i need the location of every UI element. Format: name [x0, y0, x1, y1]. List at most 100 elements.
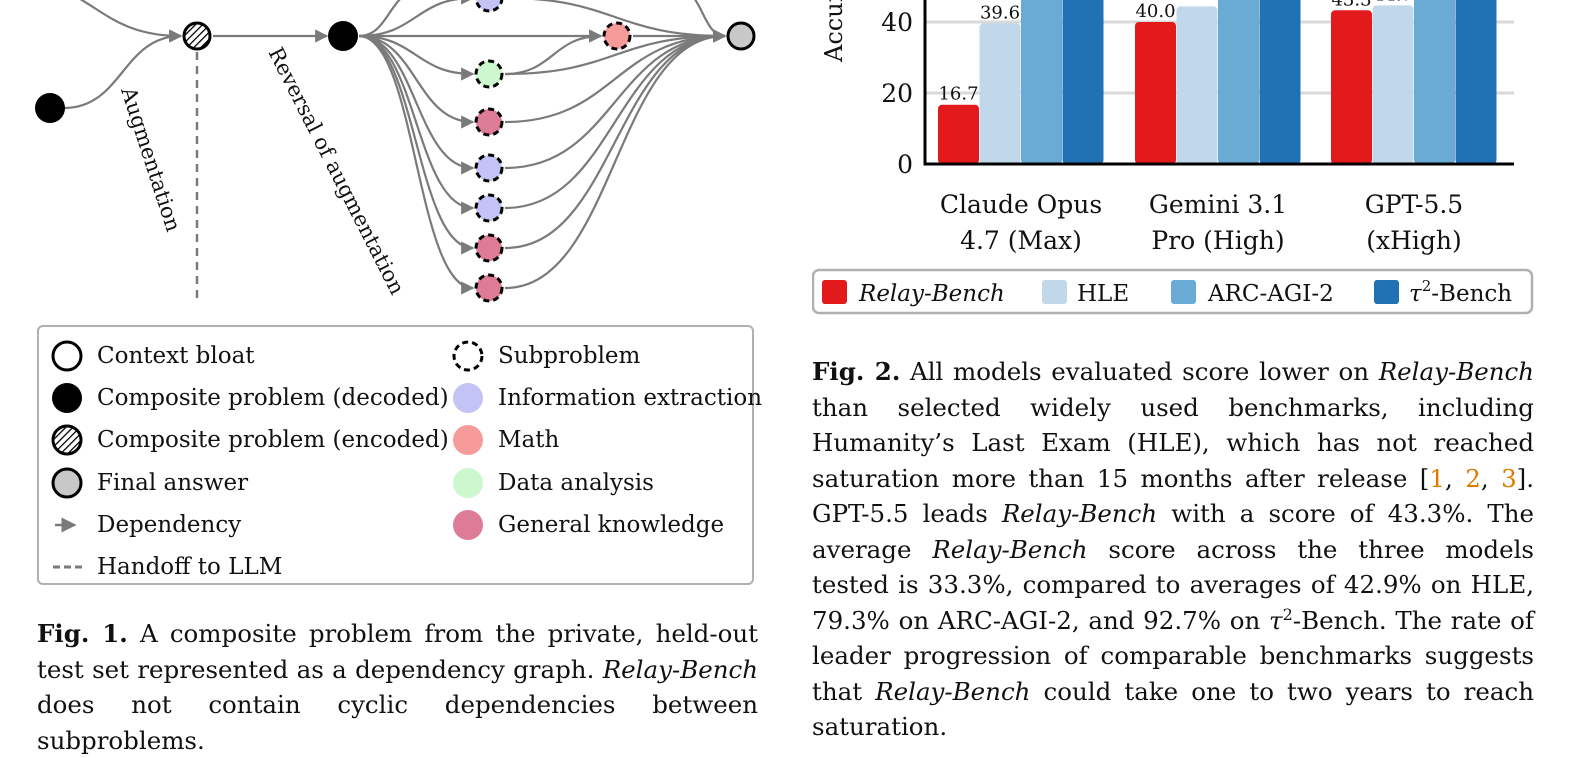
- bar: [1218, 0, 1259, 164]
- y-tick-label: 40: [881, 8, 913, 37]
- legend-label: Math: [498, 427, 560, 453]
- caption-text: ]. GPT-5.5 leads: [812, 463, 1535, 529]
- legend-label: Handoff to LLM: [97, 554, 283, 580]
- figure2-caption-label: Fig. 2.: [812, 357, 901, 386]
- bar: [1176, 6, 1218, 164]
- math-subproblem-node: [602, 21, 632, 51]
- legend-label: Relay-Bench: [858, 281, 1005, 307]
- chart-legend-item-hle: HLE: [1042, 280, 1129, 307]
- composite-encoded-node: [182, 21, 212, 51]
- chart-labels: 0 20 40 16.7 39.6 40.0 43.344.7 Claude Opus 4.7 …: [881, 0, 1463, 255]
- dependency-edge: [504, 29, 727, 124]
- subproblem-node: [474, 59, 504, 89]
- subproblem-node: [474, 273, 504, 303]
- legend-label: ARC-AGI-2: [1207, 281, 1334, 307]
- caption-text: than selected widely used benchmarks, in…: [812, 392, 1534, 493]
- dependency-edge: [504, 29, 727, 290]
- caption-text: with a score of 43.3%. The average: [812, 499, 1535, 564]
- caption-benchmark-name: Relay-Bench: [932, 534, 1088, 564]
- caption-text: -Bench. The rate of leader progression o…: [812, 605, 1534, 706]
- legend-label: General knowledge: [498, 512, 725, 538]
- category-label: GPT-5.5: [1365, 190, 1463, 219]
- dependency-edge: [358, 34, 475, 295]
- dependency-edge: [694, 0, 726, 38]
- subproblem-node: [474, 233, 504, 263]
- figure1-legend: Context bloat Composite problem (decoded…: [37, 325, 762, 585]
- legend-label: Final answer: [97, 470, 249, 496]
- caption-text: does not contain cyclic dependencies bet…: [37, 690, 758, 755]
- gray-circle-icon: [51, 467, 83, 499]
- bar: [1414, 0, 1455, 164]
- data-label: 39.6: [980, 2, 1020, 23]
- dependency-edge: [358, 34, 475, 255]
- dashed-line-icon: [53, 565, 83, 569]
- black-circle-icon: [52, 383, 82, 413]
- dependency-edge: [358, 34, 475, 175]
- category-label: Gemini 3.1: [1149, 190, 1287, 219]
- salmon-dot-icon: [453, 425, 483, 455]
- chart-legend-item-arc: ARC-AGI-2: [1171, 280, 1334, 307]
- subproblem-node: [474, 153, 504, 183]
- citation-link[interactable]: 2: [1465, 463, 1481, 493]
- dependency-graph: Augmentation Reversal of augmentation: [35, 0, 756, 303]
- tau-symbol: τ: [1409, 281, 1423, 307]
- legend-item-dependency: Dependency: [49, 507, 241, 543]
- category-label: Claude Opus: [940, 190, 1102, 219]
- dependency-edge: [504, 29, 727, 76]
- caption-benchmark-name: Relay-Bench: [602, 654, 758, 684]
- lavender-dot-icon: [453, 383, 483, 413]
- dependency-edge: [531, 0, 727, 43]
- reversal-label: Reversal of augmentation: [264, 43, 410, 298]
- caption-benchmark-name: Relay-Bench: [1001, 499, 1158, 528]
- composite-decoded-node: [328, 21, 358, 51]
- y-axis-label: Accuracy: [820, 0, 848, 63]
- dependency-edge: [358, 34, 475, 129]
- legend-item-info-extraction: Information extraction: [450, 380, 762, 416]
- legend-item-final-answer: Final answer: [49, 465, 248, 501]
- chart-bars: [938, 0, 1497, 165]
- rose-dot-icon: [453, 510, 483, 540]
- citation-link[interactable]: 3: [1501, 463, 1517, 493]
- final-answer-node: [726, 21, 756, 51]
- tau-symbol: τ: [1269, 605, 1283, 635]
- bar: [1135, 22, 1176, 164]
- chart-axes: [923, 0, 1514, 166]
- figure1-caption-label: Fig. 1.: [37, 619, 128, 648]
- caption-benchmark-name: Relay-Bench: [875, 676, 1031, 706]
- legend-label: Dependency: [97, 512, 242, 538]
- figure2-caption: Fig. 2. All models evaluated score lower…: [812, 354, 1534, 745]
- caption-text: ,: [1480, 463, 1502, 493]
- dashed-circle-icon: [452, 340, 484, 372]
- bar: [1331, 10, 1372, 164]
- legend-label: HLE: [1077, 281, 1129, 307]
- data-label: 16.7: [938, 84, 978, 105]
- tau-superscript: 2: [1422, 277, 1432, 295]
- subproblem-node: [474, 0, 504, 13]
- bar: [1372, 5, 1414, 164]
- y-tick-label: 0: [897, 150, 913, 179]
- subproblem-node: [474, 193, 504, 223]
- tau-bench-text: -Bench: [1431, 281, 1512, 307]
- arc-swatch-icon: [1171, 280, 1196, 304]
- dependency-edge: [504, 29, 727, 210]
- caption-benchmark-name: Relay-Bench: [1378, 357, 1535, 386]
- dependency-edge: [504, 29, 727, 170]
- subproblem-node: [474, 107, 504, 137]
- augmentation-label: Augmentation: [116, 83, 186, 234]
- bar: [1259, 0, 1301, 164]
- tau-swatch-icon: [1374, 280, 1399, 304]
- dependency-edge: [504, 29, 727, 250]
- caption-text: score across the three models tested is …: [812, 534, 1534, 635]
- dependency-edge: [358, 34, 475, 81]
- arrow-icon: [55, 517, 77, 533]
- legend-label: Composite problem (encoded): [97, 427, 449, 453]
- accuracy-bar-chart: 0 20 40 16.7 39.6 40.0 43.344.7 Claude Opus 4.7 …: [812, 0, 1534, 315]
- legend-label: τ2-Bench: [1409, 277, 1512, 307]
- citation-link[interactable]: 1: [1429, 463, 1445, 493]
- category-label: (xHigh): [1366, 226, 1462, 255]
- composite-decoded-node: [35, 93, 65, 123]
- data-label: 44.7: [1373, 0, 1413, 5]
- legend-item-handoff: Handoff to LLM: [49, 549, 282, 585]
- caption-text: ,: [1444, 463, 1466, 493]
- data-label: 43.3: [1331, 0, 1371, 10]
